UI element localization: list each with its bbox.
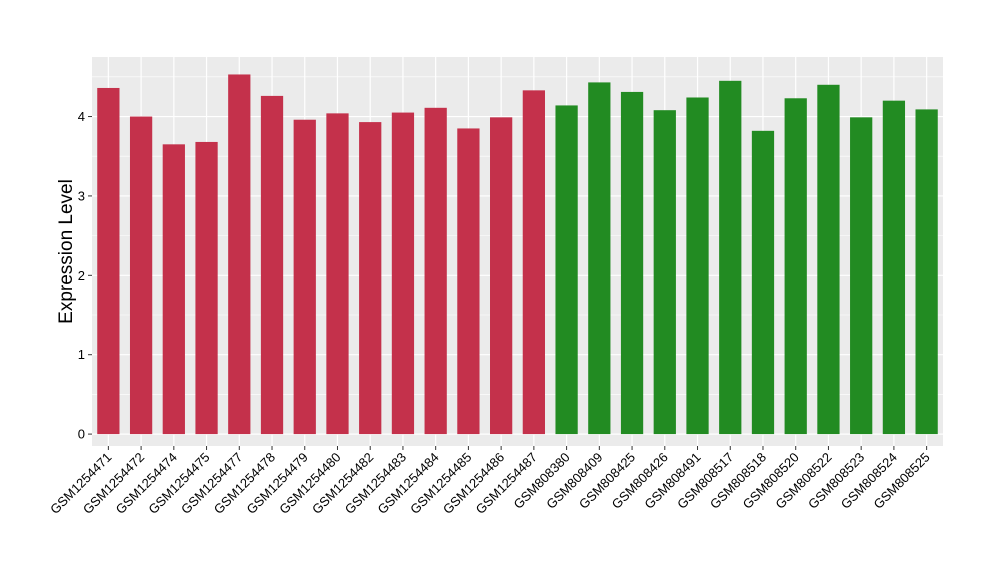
bar-GSM1254485: [457, 128, 480, 435]
y-axis-title: Expression Level: [56, 179, 77, 324]
bar-GSM1254487: [522, 90, 545, 435]
bar-GSM1254483: [391, 112, 415, 435]
bar-GSM808409: [588, 82, 611, 435]
y-tick-label: 2: [78, 268, 85, 283]
bar-GSM808524: [882, 100, 906, 435]
bar-GSM808518: [751, 130, 775, 435]
bar-GSM808491: [686, 97, 709, 435]
x-axis: GSM1254471GSM1254472GSM1254474GSM1254475…: [47, 446, 933, 517]
y-axis: 0 1 2 3 4: [78, 109, 92, 442]
bar-GSM1254479: [293, 119, 316, 435]
y-tick-label: 1: [78, 347, 85, 362]
bar-GSM808525: [915, 109, 938, 435]
y-tick-label: 0: [78, 427, 85, 442]
bars: [97, 74, 938, 435]
bar-GSM808517: [719, 80, 742, 435]
y-tick-label: 3: [78, 188, 85, 203]
bar-GSM1254475: [195, 141, 218, 435]
bar-GSM808425: [620, 91, 644, 435]
bar-GSM1254477: [228, 74, 251, 435]
bar-GSM1254482: [359, 122, 382, 435]
bar-GSM1254480: [326, 113, 349, 435]
bar-GSM1254486: [490, 117, 513, 435]
bar-GSM808522: [817, 84, 840, 435]
bar-GSM808523: [850, 117, 873, 435]
bar-GSM1254484: [424, 107, 447, 435]
bar-GSM808520: [784, 98, 807, 435]
bar-GSM1254472: [129, 116, 153, 435]
y-tick-label: 4: [78, 109, 85, 124]
bar-GSM1254471: [97, 87, 120, 435]
bar-GSM1254474: [162, 144, 185, 435]
bar-GSM808380: [555, 105, 578, 435]
bar-GSM808426: [653, 110, 676, 435]
plot-panel: [92, 57, 943, 446]
bar-GSM1254478: [260, 95, 284, 435]
